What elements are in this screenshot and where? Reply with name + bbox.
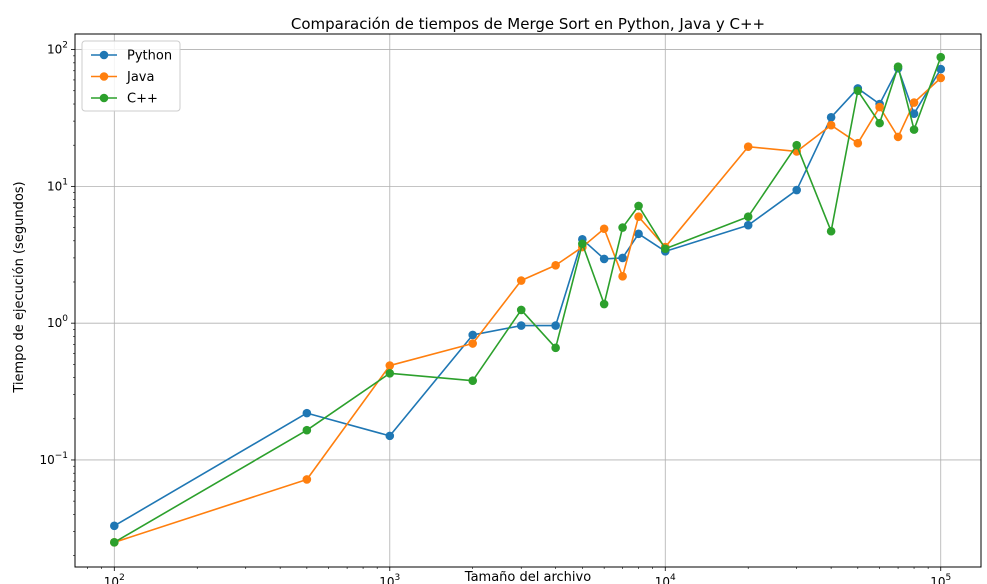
data-point-java (551, 260, 560, 270)
data-point-java (743, 142, 753, 152)
data-point-cpp (743, 212, 753, 222)
y-tick-label: 101 (47, 177, 68, 193)
y-axis-ticks: 10−1 100 101 102 (39, 41, 75, 556)
data-point-java (893, 132, 903, 142)
data-point-python (792, 185, 802, 195)
data-point-python (551, 321, 560, 330)
data-point-java (909, 98, 919, 107)
y-axis-label: Tiempo de ejecución (segundos) (12, 181, 27, 393)
grid (75, 34, 981, 567)
x-tick-label: 105 (930, 573, 951, 584)
legend-label-cpp: C++ (127, 92, 158, 107)
y-tick-label: 100 (47, 314, 68, 330)
legend: Python Java C++ (81, 40, 181, 112)
data-point-python (599, 254, 609, 264)
data-point-cpp (853, 86, 863, 96)
data-point-java (516, 276, 526, 285)
data-point-cpp (578, 239, 587, 249)
data-point-cpp (599, 299, 609, 309)
y-tick-label: 102 (47, 41, 68, 57)
data-point-cpp (893, 62, 903, 71)
data-point-cpp (792, 140, 802, 150)
series-cpp (110, 52, 946, 547)
data-point-cpp (936, 52, 946, 62)
legend-label-python: Python (127, 49, 172, 64)
data-point-python (385, 431, 395, 441)
data-point-java (618, 272, 627, 281)
legend-label-java: Java (126, 70, 154, 85)
x-axis-ticks: 102 103 104 105 (87, 567, 951, 584)
data-point-cpp (110, 538, 119, 547)
data-point-java (385, 361, 395, 370)
data-point-cpp (875, 118, 884, 128)
data-point-cpp (302, 425, 312, 435)
chart-title: Comparación de tiempos de Merge Sort en … (291, 15, 765, 33)
y-tick-label: 10−1 (39, 451, 68, 467)
legend-swatch-marker (99, 50, 109, 60)
legend-swatch-marker (99, 93, 109, 103)
data-point-python (302, 408, 312, 418)
data-point-python (634, 229, 643, 239)
data-point-cpp (634, 201, 643, 211)
data-point-java (826, 120, 836, 130)
series-java (110, 73, 946, 547)
legend-entry-cpp: C++ (91, 92, 158, 107)
x-axis-label: Tamaño del archivo (464, 570, 591, 584)
x-tick-label: 102 (104, 573, 125, 584)
series-line-cpp (113, 56, 942, 544)
data-point-cpp (516, 305, 526, 315)
plot-frame (74, 33, 982, 568)
data-point-cpp (551, 343, 560, 353)
data-point-python (468, 330, 478, 340)
data-point-cpp (385, 369, 395, 378)
data-point-java (936, 73, 946, 83)
data-point-cpp (826, 226, 836, 236)
data-point-cpp (618, 223, 627, 232)
data-point-cpp (909, 125, 919, 134)
legend-swatch-marker (99, 72, 109, 81)
x-tick-label: 104 (655, 573, 676, 584)
data-point-python (743, 220, 753, 230)
data-point-python (618, 253, 627, 263)
data-point-java (302, 475, 312, 484)
data-point-java (599, 224, 609, 234)
series-layer (110, 52, 946, 547)
data-point-java (853, 138, 863, 148)
data-point-python (909, 109, 919, 118)
legend-frame (81, 40, 181, 112)
legend-entry-java: Java (91, 70, 154, 85)
legend-entry-python: Python (91, 49, 172, 64)
data-point-python (826, 112, 836, 122)
data-point-java (875, 102, 884, 112)
data-point-python (110, 521, 119, 531)
data-point-java (634, 212, 643, 222)
data-point-python (516, 321, 526, 330)
data-point-java (468, 339, 478, 348)
x-tick-label: 103 (379, 573, 400, 584)
data-point-cpp (468, 376, 478, 385)
data-point-python (936, 64, 946, 74)
data-point-cpp (660, 244, 670, 254)
